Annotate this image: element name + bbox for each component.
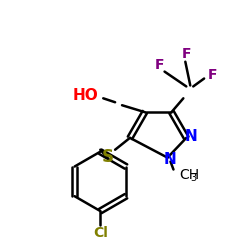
Text: N: N xyxy=(185,129,198,144)
Text: HO: HO xyxy=(72,88,98,103)
Text: S: S xyxy=(102,148,114,166)
Text: F: F xyxy=(155,58,164,72)
Text: 3: 3 xyxy=(190,174,196,184)
Text: CH: CH xyxy=(180,168,200,182)
Text: F: F xyxy=(207,68,217,82)
Text: F: F xyxy=(182,47,191,61)
Text: N: N xyxy=(164,152,177,167)
Text: Cl: Cl xyxy=(93,226,108,240)
